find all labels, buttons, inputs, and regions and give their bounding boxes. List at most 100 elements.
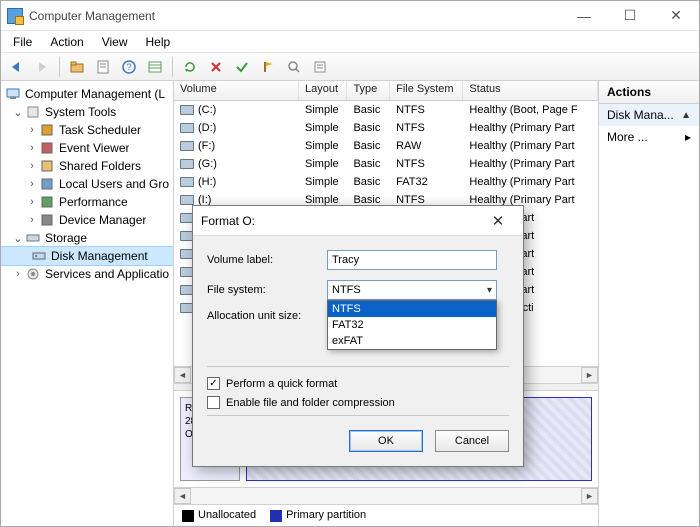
table-cell: (C:) — [174, 104, 299, 116]
chevron-right-icon[interactable]: › — [25, 142, 39, 154]
tree-storage[interactable]: ⌄ Storage — [1, 229, 173, 247]
menu-help[interactable]: Help — [138, 33, 179, 51]
close-button[interactable]: ✕ — [653, 1, 699, 30]
horizontal-scrollbar-lower[interactable]: ◄ ► — [174, 487, 598, 504]
chevron-right-icon[interactable]: › — [11, 268, 25, 280]
table-cell: Basic — [347, 122, 390, 134]
dialog-close-button[interactable]: ✕ — [481, 212, 515, 230]
window-title: Computer Management — [29, 9, 561, 23]
flag-button[interactable] — [257, 56, 279, 78]
tree-item[interactable]: › Shared Folders — [1, 157, 173, 175]
tree-disk-management[interactable]: Disk Management — [1, 247, 173, 265]
chevron-right-icon[interactable]: › — [25, 160, 39, 172]
actions-disk-management[interactable]: Disk Mana... ▲ — [599, 104, 699, 126]
compression-checkbox-row[interactable]: Enable file and folder compression — [207, 396, 509, 409]
svg-text:?: ? — [126, 62, 131, 72]
computer-icon — [5, 86, 21, 102]
maximize-button[interactable]: ☐ — [607, 1, 653, 30]
fs-option-fat32[interactable]: FAT32 — [328, 317, 496, 333]
table-row[interactable]: (C:)SimpleBasicNTFSHealthy (Boot, Page F — [174, 101, 598, 119]
list-button[interactable] — [144, 56, 166, 78]
collapse-icon: ▲ — [681, 110, 691, 121]
table-cell: Basic — [347, 176, 390, 188]
dialog-titlebar[interactable]: Format O: ✕ — [193, 206, 523, 236]
table-row[interactable]: (G:)SimpleBasicNTFSHealthy (Primary Part — [174, 155, 598, 173]
unallocated-label: Unallocated — [198, 509, 256, 521]
refresh-button[interactable] — [179, 56, 201, 78]
chevron-right-icon[interactable]: › — [25, 214, 39, 226]
table-row[interactable]: (H:)SimpleBasicFAT32Healthy (Primary Par… — [174, 173, 598, 191]
chevron-down-icon[interactable]: ⌄ — [11, 106, 25, 119]
table-cell: Healthy (Primary Part — [463, 140, 598, 152]
chevron-right-icon[interactable]: › — [25, 196, 39, 208]
scroll-right-button[interactable]: ► — [581, 488, 598, 504]
menu-action[interactable]: Action — [42, 33, 91, 51]
file-system-select[interactable]: NTFS — [327, 280, 497, 300]
tree-item[interactable]: › Task Scheduler — [1, 121, 173, 139]
volume-icon — [180, 141, 194, 151]
cancel-button[interactable]: Cancel — [435, 430, 509, 452]
table-cell: (D:) — [174, 122, 299, 134]
fs-option-ntfs[interactable]: NTFS — [328, 301, 496, 317]
table-cell: NTFS — [390, 104, 463, 116]
table-cell: Basic — [347, 104, 390, 116]
column-header[interactable]: File System — [390, 81, 463, 100]
table-cell: Healthy (Primary Part — [463, 158, 598, 170]
column-header[interactable]: Type — [347, 81, 390, 100]
primary-label: Primary partition — [286, 509, 366, 521]
compression-checkbox[interactable] — [207, 396, 220, 409]
volume-icon — [180, 105, 194, 115]
menubar: File Action View Help — [1, 31, 699, 53]
tree-system-tools[interactable]: ⌄ System Tools — [1, 103, 173, 121]
properties-button[interactable] — [92, 56, 114, 78]
check-button[interactable] — [231, 56, 253, 78]
chevron-right-icon[interactable]: › — [25, 124, 39, 136]
table-cell: (G:) — [174, 158, 299, 170]
tree-root[interactable]: Computer Management (L — [1, 85, 173, 103]
scroll-left-button[interactable]: ◄ — [174, 488, 191, 504]
fs-option-exfat[interactable]: exFAT — [328, 333, 496, 349]
volume-label-input[interactable] — [327, 250, 497, 270]
quick-format-checkbox-row[interactable]: ✓ Perform a quick format — [207, 377, 509, 390]
tree-item[interactable]: › Local Users and Gro — [1, 175, 173, 193]
scroll-left-button[interactable]: ◄ — [174, 367, 191, 383]
volume-icon — [180, 177, 194, 187]
tree-services[interactable]: › Services and Applicatio — [1, 265, 173, 283]
column-header[interactable]: Volume — [174, 81, 299, 100]
minimize-button[interactable]: — — [561, 1, 607, 30]
table-row[interactable]: (F:)SimpleBasicRAWHealthy (Primary Part — [174, 137, 598, 155]
item-icon — [39, 122, 55, 138]
tree-item[interactable]: › Performance — [1, 193, 173, 211]
table-cell: RAW — [390, 140, 463, 152]
table-cell: Healthy (Primary Part — [463, 122, 598, 134]
quick-format-checkbox[interactable]: ✓ — [207, 377, 220, 390]
up-folder-button[interactable] — [66, 56, 88, 78]
scroll-track[interactable] — [191, 488, 581, 504]
delete-button[interactable] — [205, 56, 227, 78]
forward-button[interactable] — [31, 56, 53, 78]
actions-more[interactable]: More ... ▸ — [599, 126, 699, 148]
chevron-right-icon[interactable]: › — [25, 178, 39, 190]
table-row[interactable]: (D:)SimpleBasicNTFSHealthy (Primary Part — [174, 119, 598, 137]
ok-button[interactable]: OK — [349, 430, 423, 452]
tree-item-label: Performance — [59, 195, 128, 209]
settings-icon[interactable] — [309, 56, 331, 78]
menu-file[interactable]: File — [5, 33, 40, 51]
disk-icon — [31, 248, 47, 264]
dialog-title: Format O: — [201, 214, 481, 228]
back-button[interactable] — [5, 56, 27, 78]
tree-item-label: Task Scheduler — [59, 123, 141, 137]
item-icon — [39, 176, 55, 192]
column-header[interactable]: Status — [463, 81, 598, 100]
nav-tree[interactable]: Computer Management (L ⌄ System Tools › … — [1, 81, 174, 526]
column-header[interactable]: Layout — [299, 81, 347, 100]
find-button[interactable] — [283, 56, 305, 78]
scroll-right-button[interactable]: ► — [581, 367, 598, 383]
help-button[interactable]: ? — [118, 56, 140, 78]
chevron-down-icon[interactable]: ⌄ — [11, 232, 25, 245]
table-cell: Healthy (Primary Part — [463, 176, 598, 188]
tree-item[interactable]: › Event Viewer — [1, 139, 173, 157]
tree-item[interactable]: › Device Manager — [1, 211, 173, 229]
legend: Unallocated Primary partition — [174, 504, 598, 526]
menu-view[interactable]: View — [94, 33, 136, 51]
